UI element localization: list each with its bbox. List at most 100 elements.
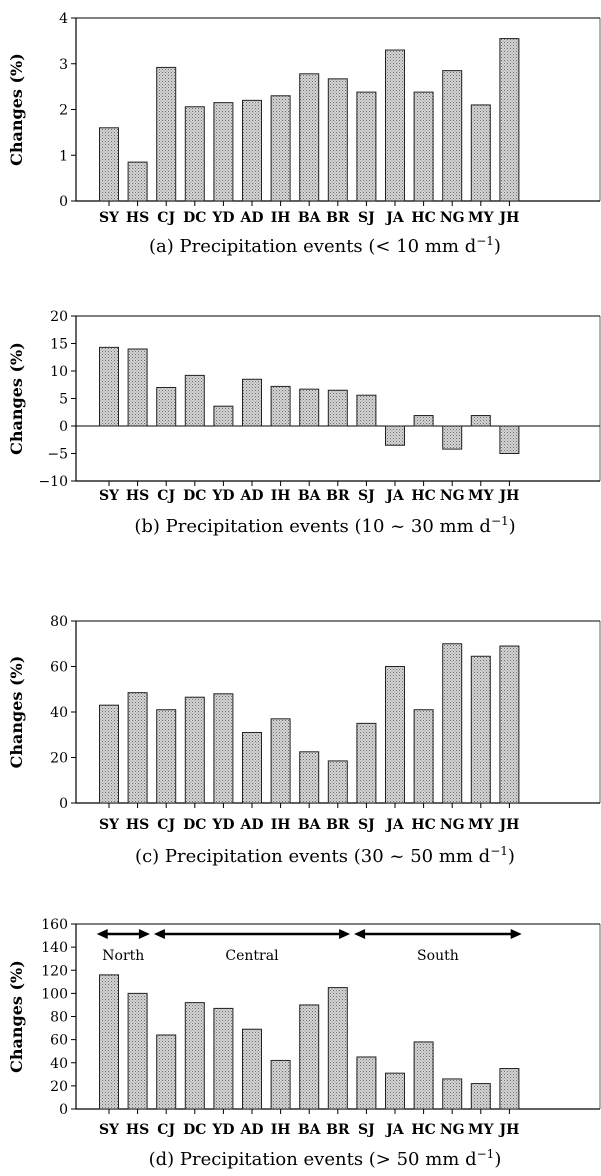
bar-yd bbox=[213, 102, 234, 202]
y-tick-label: 2 bbox=[59, 103, 68, 119]
y-tick-label: 20 bbox=[50, 751, 68, 767]
bar-br bbox=[327, 987, 348, 1110]
bar-yd bbox=[213, 693, 234, 804]
x-tick-label: AD bbox=[239, 1122, 263, 1138]
y-tick-label: 20 bbox=[50, 1079, 68, 1095]
x-tick-label: JA bbox=[384, 488, 405, 504]
x-tick-label: CJ bbox=[157, 488, 175, 504]
x-tick-label: YD bbox=[211, 210, 234, 226]
x-tick-label: IH bbox=[271, 488, 291, 504]
bar-ih bbox=[270, 385, 291, 427]
region-label-north: North bbox=[102, 948, 144, 964]
x-tick-label: CJ bbox=[157, 817, 175, 833]
x-tick-label: IH bbox=[271, 817, 291, 833]
bar-sj bbox=[356, 394, 377, 427]
y-tick-label: 100 bbox=[41, 986, 68, 1002]
bar-br bbox=[327, 389, 348, 427]
x-tick-label: NG bbox=[440, 488, 465, 504]
bar-ja bbox=[385, 425, 405, 446]
y-tick-label: 120 bbox=[41, 963, 68, 979]
region-arrow-right bbox=[138, 929, 150, 939]
bar-sj bbox=[356, 722, 377, 804]
bar-ng bbox=[442, 643, 463, 804]
bar-hc bbox=[413, 1041, 434, 1110]
x-tick-label: HS bbox=[126, 1122, 149, 1138]
x-tick-label: BR bbox=[326, 817, 350, 833]
x-tick-label: JH bbox=[497, 488, 519, 504]
bar-ng bbox=[442, 70, 463, 202]
x-tick-label: BR bbox=[326, 488, 350, 504]
bar-cj bbox=[156, 387, 177, 427]
bar-dc bbox=[184, 374, 205, 427]
bar-ih bbox=[270, 1059, 291, 1110]
bar-jh bbox=[499, 425, 520, 454]
x-tick-label: AD bbox=[239, 817, 263, 833]
bar-my bbox=[470, 104, 491, 202]
x-tick-label: BA bbox=[298, 488, 322, 504]
x-tick-label: SJ bbox=[358, 488, 375, 504]
x-tick-label: JA bbox=[384, 1122, 405, 1138]
x-tick-label: BA bbox=[298, 210, 322, 226]
x-tick-label: MY bbox=[468, 1122, 494, 1138]
x-tick-label: HS bbox=[126, 817, 149, 833]
bar-yd bbox=[213, 405, 234, 427]
panel-caption: (c) Precipitation events (30 ~ 50 mm d−1… bbox=[135, 844, 515, 867]
x-tick-label: DC bbox=[183, 1122, 206, 1138]
x-tick-label: SJ bbox=[358, 1122, 375, 1138]
y-tick-label: 140 bbox=[41, 940, 68, 956]
y-tick-label: 80 bbox=[50, 614, 68, 630]
region-arrow-left bbox=[96, 929, 108, 939]
x-tick-label: HC bbox=[411, 817, 435, 833]
panel-caption: (a) Precipitation events (< 10 mm d−1) bbox=[149, 234, 501, 257]
y-tick-label: 0 bbox=[59, 796, 68, 812]
y-axis-label: Changes (%) bbox=[7, 960, 26, 1073]
y-tick-label: 3 bbox=[59, 57, 68, 73]
bar-cj bbox=[156, 709, 177, 804]
bar-sy bbox=[99, 704, 119, 804]
bar-my bbox=[470, 655, 491, 804]
bar-sj bbox=[356, 1056, 377, 1110]
y-tick-label: 60 bbox=[50, 660, 68, 676]
x-tick-label: HS bbox=[126, 210, 149, 226]
x-tick-label: MY bbox=[468, 817, 494, 833]
x-tick-label: DC bbox=[183, 210, 206, 226]
y-tick-label: 60 bbox=[50, 1033, 68, 1049]
bar-hs bbox=[127, 692, 148, 804]
bar-ad bbox=[242, 731, 262, 804]
x-tick-label: MY bbox=[468, 210, 494, 226]
region-label-central: Central bbox=[225, 948, 279, 964]
x-tick-label: SY bbox=[99, 1122, 120, 1138]
bar-ja bbox=[385, 49, 405, 202]
x-tick-label: JH bbox=[497, 817, 519, 833]
y-axis-label: Changes (%) bbox=[7, 342, 26, 455]
bar-sj bbox=[356, 91, 377, 202]
bar-hs bbox=[127, 992, 148, 1110]
bar-cj bbox=[156, 1034, 177, 1110]
bar-ng bbox=[442, 425, 463, 450]
x-tick-label: SJ bbox=[358, 210, 375, 226]
bar-dc bbox=[184, 1002, 205, 1110]
x-tick-label: JA bbox=[384, 817, 405, 833]
y-tick-label: 10 bbox=[50, 364, 68, 380]
x-tick-label: SJ bbox=[358, 817, 375, 833]
x-tick-label: NG bbox=[440, 817, 465, 833]
x-tick-label: AD bbox=[239, 210, 263, 226]
region-arrow-left bbox=[153, 929, 165, 939]
y-tick-label: 80 bbox=[50, 1010, 68, 1026]
x-tick-label: CJ bbox=[157, 210, 175, 226]
x-tick-label: NG bbox=[440, 1122, 465, 1138]
bar-ja bbox=[385, 666, 405, 804]
bar-jh bbox=[499, 1068, 520, 1110]
y-axis-label: Changes (%) bbox=[7, 656, 26, 769]
bar-br bbox=[327, 78, 348, 202]
x-tick-label: DC bbox=[183, 488, 206, 504]
bar-ih bbox=[270, 718, 291, 804]
bar-ad bbox=[242, 99, 262, 202]
bar-ng bbox=[442, 1078, 463, 1110]
x-tick-label: YD bbox=[211, 1122, 234, 1138]
x-tick-label: HC bbox=[411, 210, 435, 226]
x-tick-label: IH bbox=[271, 210, 291, 226]
x-tick-label: JH bbox=[497, 1122, 519, 1138]
y-tick-label: 0 bbox=[59, 1102, 68, 1118]
x-tick-label: MY bbox=[468, 488, 494, 504]
